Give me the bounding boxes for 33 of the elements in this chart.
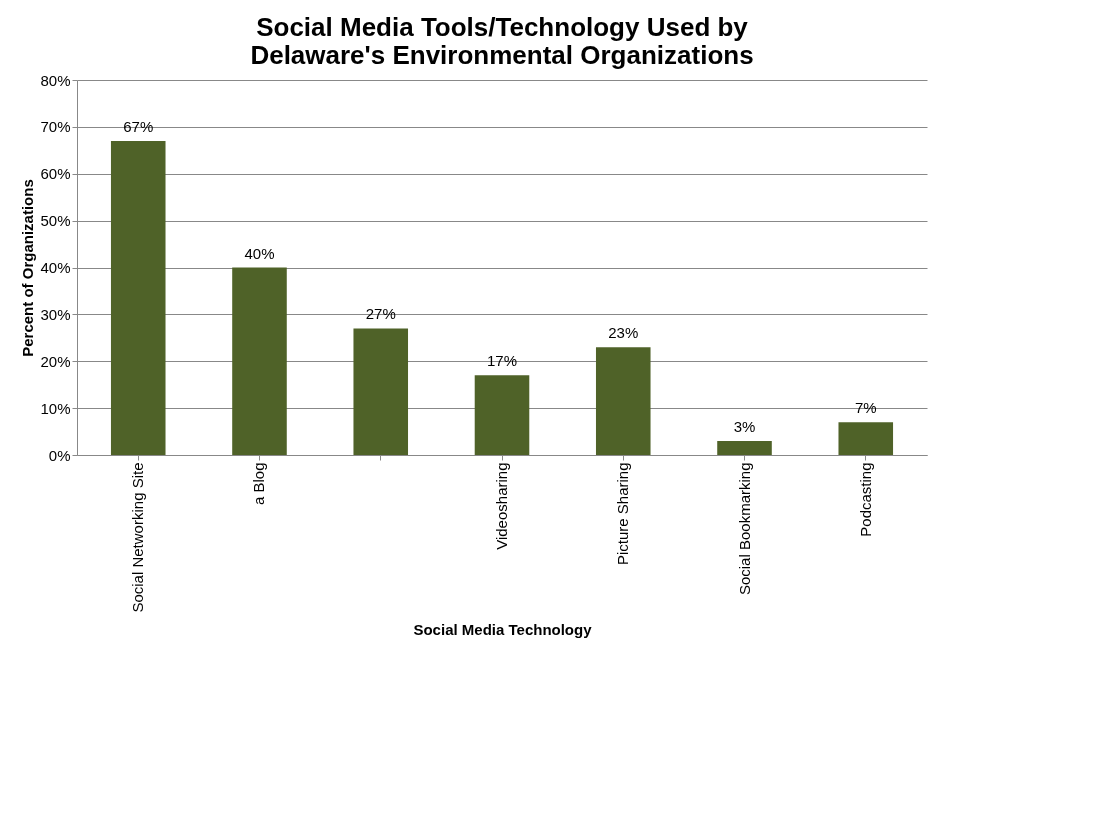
data-label: 7% (854, 399, 877, 417)
x-tick-label: Social Bookmarking (735, 462, 753, 596)
text: Delaware's Environmental Organizations (250, 40, 754, 70)
y-axis-title: Percent of Organizations (19, 179, 37, 357)
bar (353, 328, 409, 455)
bar (474, 375, 530, 455)
y-tick-label: 30% (40, 305, 71, 323)
data-label: 17% (486, 352, 518, 370)
y-tick-label: 40% (40, 259, 71, 276)
x-tick-label: Videosharing (493, 462, 510, 550)
data-label: 40% (244, 244, 275, 262)
text: Social Media Tools/Technology Used by (256, 12, 748, 42)
y-tick-label: 70% (40, 118, 71, 136)
bar (717, 440, 772, 455)
x-tick-label: Picture Sharing (614, 462, 632, 566)
data-label: 23% (608, 324, 639, 342)
bar (595, 347, 651, 455)
x-tick-label: Social Networking Site (129, 462, 147, 613)
y-tick-label: 50% (40, 212, 71, 230)
y-tick-label: 0% (48, 446, 71, 464)
x-tick-label: Podcasting (856, 462, 874, 537)
y-tick-label: 20% (40, 352, 71, 370)
bar (110, 140, 166, 455)
bar (232, 267, 287, 455)
data-label: 27% (365, 305, 396, 323)
y-tick-label: 80% (40, 71, 71, 89)
y-tick-label: 60% (40, 165, 71, 183)
bar (838, 422, 894, 455)
x-axis-title: Social Media Technology (413, 620, 593, 638)
data-label: 67% (123, 117, 154, 135)
x-tick-label: a Blog (250, 462, 268, 506)
data-label: 3% (733, 417, 756, 435)
y-tick-label: 10% (40, 399, 71, 417)
